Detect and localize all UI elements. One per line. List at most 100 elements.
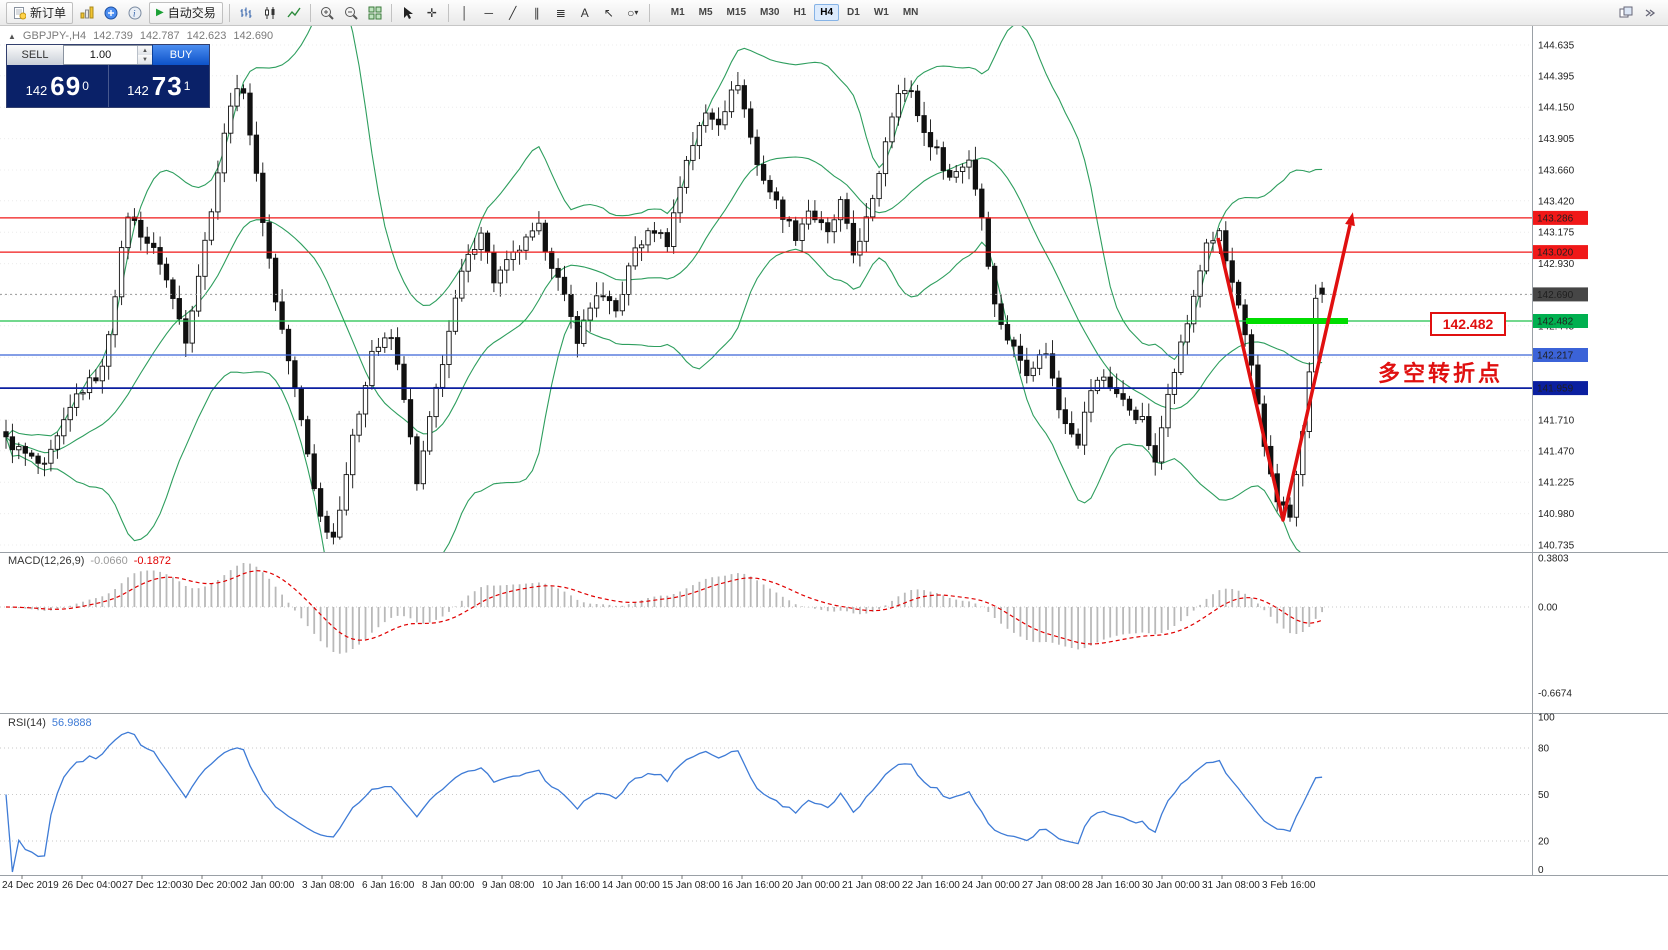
- svg-text:30 Dec 20:00: 30 Dec 20:00: [182, 880, 242, 891]
- dropdown-caret-icon: ▾: [634, 8, 639, 17]
- annotation-text[interactable]: 多空转折点: [1378, 361, 1504, 386]
- macd-signal-line: [5, 570, 1323, 645]
- autotrade-button[interactable]: ▶ 自动交易: [149, 1, 223, 24]
- price-tag: 142.217: [1533, 348, 1588, 362]
- market-watch-icon[interactable]: [100, 3, 122, 23]
- timeframe-m1[interactable]: M1: [670, 7, 685, 18]
- price-callout[interactable]: 142.482: [1430, 312, 1506, 336]
- svg-text:3 Feb 16:00: 3 Feb 16:00: [1262, 880, 1316, 891]
- bar-chart-icon[interactable]: [235, 3, 257, 23]
- horizontal-line-tool-icon[interactable]: ─: [484, 5, 493, 20]
- svg-text:24 Dec 2019: 24 Dec 2019: [2, 880, 59, 891]
- price-tag: 142.482: [1533, 314, 1588, 328]
- symbol-info: ▲ GBPJPY-,H4 142.739 142.787 142.623 142…: [8, 30, 273, 42]
- charts-menu-icon[interactable]: [76, 3, 98, 23]
- symbol-marker-icon: ▲: [8, 31, 16, 41]
- volume-up-button[interactable]: ▲: [138, 46, 152, 55]
- zoom-in-icon[interactable]: [316, 3, 338, 23]
- svg-text:140.980: 140.980: [1538, 509, 1575, 520]
- svg-text:14 Jan 00:00: 14 Jan 00:00: [602, 880, 660, 891]
- svg-text:30 Jan 00:00: 30 Jan 00:00: [1142, 880, 1200, 891]
- cursor-icon[interactable]: [397, 3, 419, 23]
- text-tool-icon[interactable]: A: [580, 5, 589, 20]
- timeframe-m15[interactable]: M15: [726, 7, 746, 18]
- rsi-name: RSI(14): [8, 717, 46, 729]
- svg-text:31 Jan 08:00: 31 Jan 08:00: [1202, 880, 1260, 891]
- toolbar-separator: [228, 3, 230, 22]
- arrows-tool-icon[interactable]: ↖: [603, 5, 614, 20]
- window-cascade-icon[interactable]: [1615, 3, 1637, 23]
- rsi-value: 56.9888: [51, 717, 92, 729]
- svg-text:143.286: 143.286: [1537, 213, 1574, 224]
- trend-arrow: [1216, 224, 1352, 522]
- ohlc-open: 142.739: [93, 30, 133, 42]
- svg-text:141.225: 141.225: [1538, 478, 1575, 489]
- fibonacci-tool-icon[interactable]: ≣: [555, 5, 566, 20]
- autotrade-label: 自动交易: [167, 6, 216, 20]
- buy-price-base: 142: [127, 83, 149, 98]
- svg-text:10 Jan 16:00: 10 Jan 16:00: [542, 880, 600, 891]
- timeframe-m30[interactable]: M30: [760, 7, 780, 18]
- autotrade-play-icon: ▶: [156, 7, 164, 18]
- buy-button[interactable]: BUY: [152, 45, 209, 65]
- data-window-icon[interactable]: i: [124, 3, 146, 23]
- timeframe-d1[interactable]: D1: [847, 7, 860, 18]
- candlestick-chart-icon[interactable]: [259, 3, 281, 23]
- svg-text:24 Jan 00:00: 24 Jan 00:00: [962, 880, 1020, 891]
- crosshair-icon[interactable]: ✛: [426, 5, 437, 20]
- sell-price-display[interactable]: 142 69 0: [7, 65, 109, 107]
- symbol-name: GBPJPY-,H4: [22, 30, 87, 42]
- svg-text:28 Jan 16:00: 28 Jan 16:00: [1082, 880, 1140, 891]
- volume-down-button[interactable]: ▼: [138, 55, 152, 64]
- sell-button[interactable]: SELL: [7, 45, 64, 65]
- sell-price-point: 0: [82, 79, 89, 93]
- timeframe-h4[interactable]: H4: [814, 4, 840, 21]
- svg-text:2 Jan 00:00: 2 Jan 00:00: [242, 880, 295, 891]
- timeframe-h1[interactable]: H1: [793, 7, 807, 18]
- channel-tool-icon[interactable]: ∥: [533, 5, 540, 20]
- trendline-tool-icon[interactable]: ╱: [509, 5, 517, 20]
- svg-text:140.735: 140.735: [1538, 541, 1575, 552]
- svg-text:142.930: 142.930: [1538, 259, 1575, 270]
- svg-text:141.710: 141.710: [1538, 416, 1575, 427]
- new-order-label: 新订单: [30, 6, 67, 20]
- rsi-line: [5, 731, 1323, 873]
- tile-windows-icon[interactable]: [364, 3, 386, 23]
- timeframe-toolbar: M1 M5 M15 M30 H1 H4 D1 W1 MN: [664, 4, 926, 21]
- volume-input[interactable]: 1.00: [89, 49, 112, 61]
- svg-text:20 Jan 00:00: 20 Jan 00:00: [782, 880, 840, 891]
- candles: [3, 72, 1325, 545]
- price-tag: 142.690: [1533, 287, 1588, 302]
- new-order-button[interactable]: 新订单: [6, 1, 74, 24]
- svg-text:141.959: 141.959: [1537, 384, 1574, 395]
- sell-price-pips: 69: [50, 70, 82, 101]
- timeframe-w1[interactable]: W1: [873, 7, 889, 18]
- shapes-tool-icon[interactable]: ○ ▾: [622, 3, 644, 23]
- ohlc-close: 142.690: [233, 30, 274, 42]
- chart-canvas[interactable]: 144.635 144.395 144.150 143.905 143.660 143.4…: [0, 26, 1668, 950]
- timeframe-mn[interactable]: MN: [902, 7, 919, 18]
- buy-price-display[interactable]: 142 73 1: [109, 65, 210, 107]
- ohlc-high: 142.787: [139, 30, 180, 42]
- svg-text:22 Jan 16:00: 22 Jan 16:00: [902, 880, 960, 891]
- toolbar-separator: [648, 3, 650, 22]
- svg-text:80: 80: [1538, 744, 1550, 755]
- timeframe-m5[interactable]: M5: [698, 7, 713, 18]
- line-chart-icon[interactable]: [283, 3, 305, 23]
- price-tag: 141.959: [1533, 381, 1588, 396]
- main-toolbar: 新订单 i ▶ 自动交易: [0, 0, 1668, 26]
- macd-signal-value: -0.1872: [133, 555, 172, 567]
- toolbar-overflow-icon[interactable]: [1639, 3, 1661, 23]
- volume-box: 1.00 ▲ ▼: [64, 45, 152, 65]
- svg-text:0.00: 0.00: [1538, 603, 1558, 614]
- svg-text:143.905: 143.905: [1538, 134, 1575, 145]
- vertical-line-tool-icon[interactable]: │: [460, 5, 469, 20]
- rsi-indicator-label: RSI(14) 56.9888: [8, 717, 92, 729]
- price-tag: 143.286: [1533, 210, 1588, 225]
- new-order-icon: [14, 6, 26, 19]
- zoom-out-icon[interactable]: [340, 3, 362, 23]
- price-tag: 143.020: [1533, 245, 1588, 260]
- buy-price-point: 1: [183, 79, 191, 93]
- svg-text:142.482: 142.482: [1537, 317, 1574, 328]
- svg-text:3 Jan 08:00: 3 Jan 08:00: [302, 880, 355, 891]
